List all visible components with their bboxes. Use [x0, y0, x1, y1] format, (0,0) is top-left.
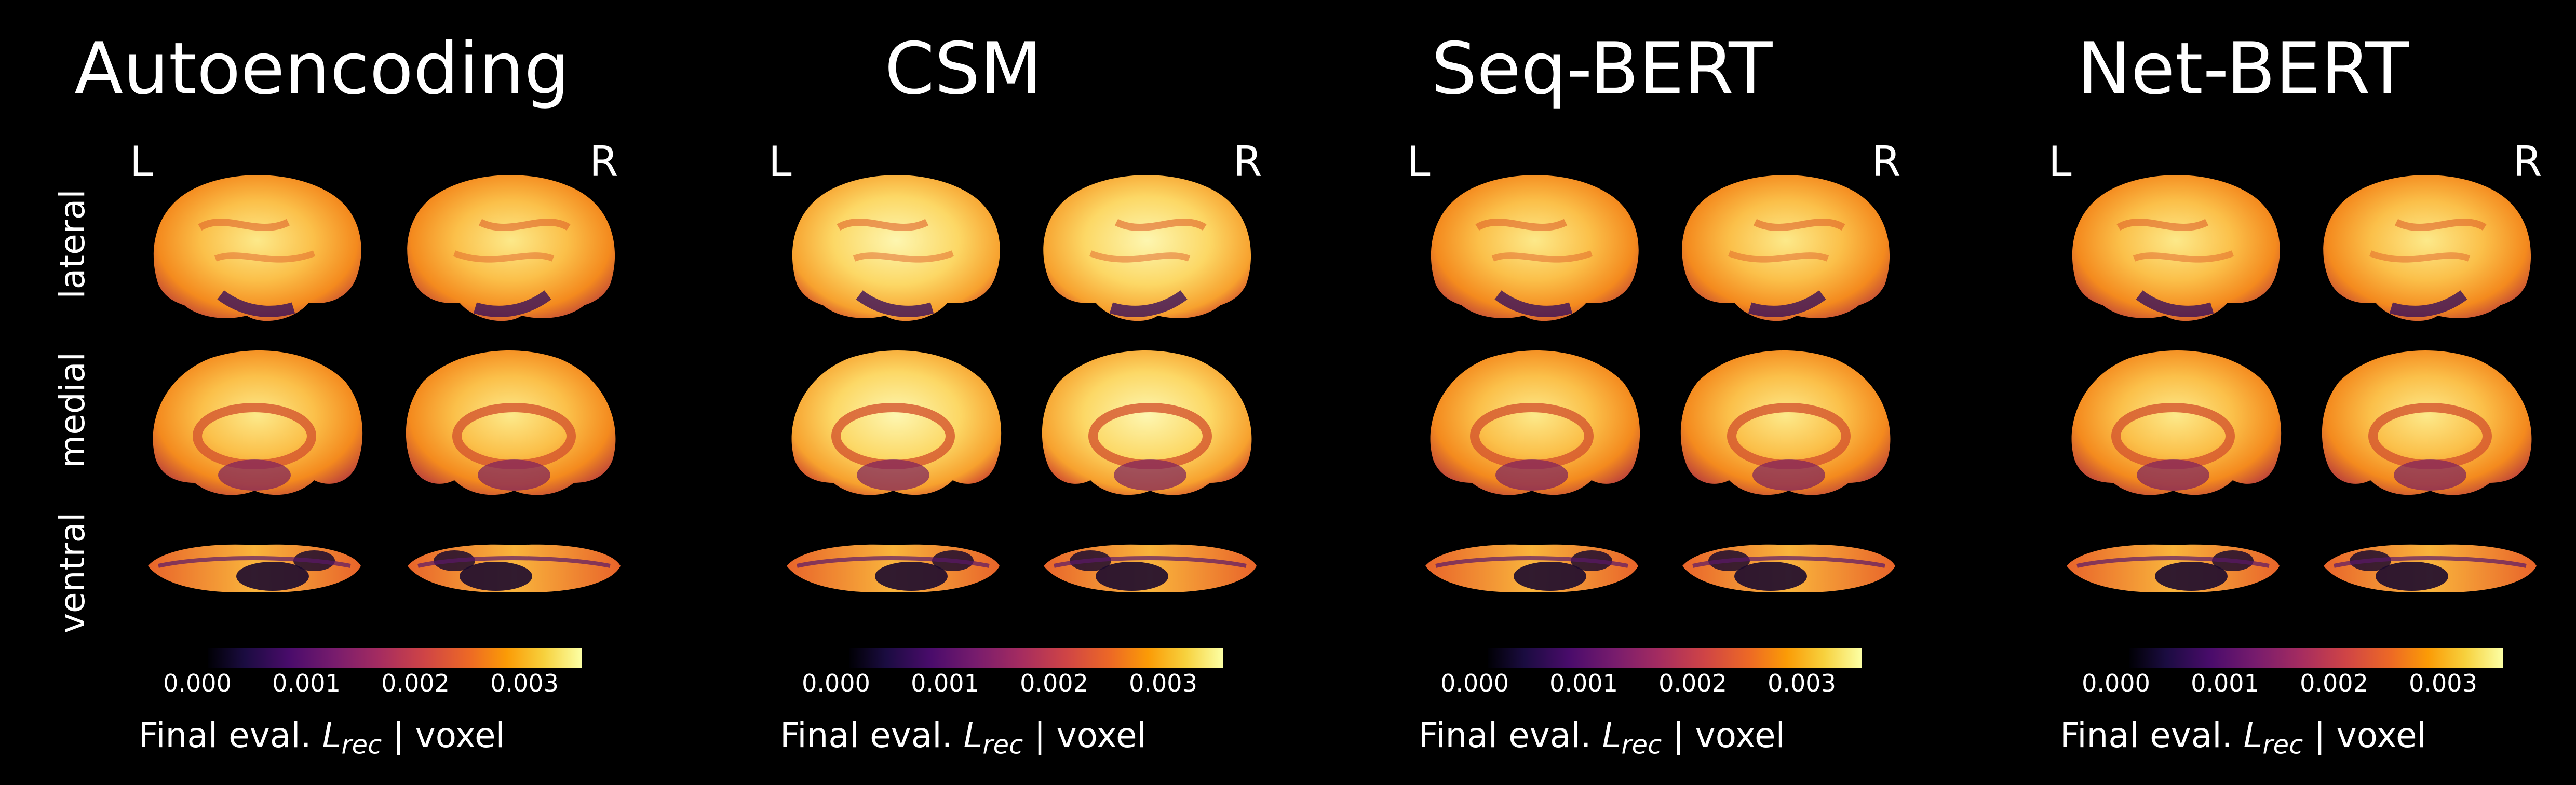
left-lateral-brain — [792, 175, 1000, 321]
right-ventral-brain — [1682, 544, 1895, 592]
left-medial-brain — [153, 350, 363, 495]
colorbar-tick-label: 0.000 — [163, 669, 232, 697]
colorbar-label: Final eval. Lrec | voxel — [780, 715, 1147, 760]
view-label-ventral: ventral — [52, 512, 92, 633]
right-hemisphere-label: R — [1233, 138, 1262, 186]
right-lateral-brain — [2323, 175, 2531, 321]
left-medial-brain — [2071, 350, 2282, 495]
colorbar — [849, 648, 1223, 668]
left-ventral-brain — [787, 544, 1000, 592]
colorbar-tick-label: 0.000 — [802, 669, 870, 697]
colorbar-tick-label: 0.001 — [911, 669, 979, 697]
panel-title: CSM — [884, 27, 1042, 111]
colorbar — [2129, 648, 2503, 668]
colorbar-tick-label: 0.000 — [2082, 669, 2150, 697]
colorbar-label: Final eval. Lrec | voxel — [1419, 715, 1785, 760]
panel-csm: CSM L R 0.000 0.001 0.002 0.003 Final eval. L… — [641, 0, 1285, 785]
left-lateral-brain — [1431, 175, 1639, 321]
colorbar — [208, 648, 582, 668]
colorbar-tick-label: 0.003 — [490, 669, 559, 697]
colorbar-tick-label: 0.003 — [1129, 669, 1197, 697]
left-lateral-brain — [153, 175, 361, 321]
colorbar-label: Final eval. Lrec | voxel — [2060, 715, 2426, 760]
colorbar-tick-label: 0.001 — [1549, 669, 1618, 697]
loss-symbol: Lrec — [1602, 715, 1662, 760]
panel-title: Seq-BERT — [1431, 27, 1773, 111]
right-medial-brain — [1680, 350, 1891, 495]
colorbar-tick-label: 0.000 — [1440, 669, 1509, 697]
left-medial-brain — [791, 350, 1002, 495]
left-ventral-brain — [1425, 544, 1638, 592]
colorbar-tick-label: 0.002 — [1020, 669, 1088, 697]
left-hemisphere-label: L — [1407, 138, 1431, 186]
right-lateral-brain — [1682, 175, 1890, 321]
right-ventral-brain — [2324, 544, 2537, 592]
right-medial-brain — [2322, 350, 2532, 495]
colorbar-tick-label: 0.002 — [1658, 669, 1727, 697]
right-medial-brain — [406, 350, 616, 495]
colorbar — [1488, 648, 1862, 668]
view-label-lateral: lateral — [52, 189, 92, 299]
right-ventral-brain — [1044, 544, 1257, 592]
loss-symbol: Lrec — [963, 715, 1023, 760]
colorbar-tick-label: 0.002 — [381, 669, 450, 697]
right-hemisphere-label: R — [1872, 138, 1901, 186]
left-hemisphere-label: L — [768, 138, 792, 186]
left-ventral-brain — [2067, 544, 2280, 592]
colorbar-tick-label: 0.001 — [272, 669, 341, 697]
right-lateral-brain — [407, 175, 615, 321]
right-hemisphere-label: R — [2513, 138, 2542, 186]
left-lateral-brain — [2072, 175, 2280, 321]
colorbar-tick-label: 0.001 — [2191, 669, 2259, 697]
colorbar-label: Final eval. Lrec | voxel — [139, 715, 505, 760]
panel-title: Net-BERT — [2077, 27, 2409, 111]
panel-seq-bert: Seq-BERT L R 0.000 0.001 0.002 0.003 Final ev… — [1280, 0, 1924, 785]
left-hemisphere-label: L — [130, 138, 153, 186]
panel-title: Autoencoding — [74, 27, 570, 111]
view-label-medial: medial — [52, 352, 92, 468]
right-ventral-brain — [408, 544, 621, 592]
colorbar-tick-label: 0.003 — [2409, 669, 2477, 697]
colorbar-tick-label: 0.003 — [1768, 669, 1836, 697]
right-medial-brain — [1042, 350, 1252, 495]
panel-net-bert: Net-BERT L R 0.000 0.001 0.002 0.003 Final ev… — [1921, 0, 2565, 785]
left-hemisphere-label: L — [2048, 138, 2072, 186]
right-hemisphere-label: R — [589, 138, 618, 186]
loss-symbol: Lrec — [2243, 715, 2303, 760]
left-medial-brain — [1430, 350, 1640, 495]
loss-symbol: Lrec — [322, 715, 382, 760]
colorbar-tick-label: 0.002 — [2300, 669, 2368, 697]
right-lateral-brain — [1043, 175, 1251, 321]
left-ventral-brain — [148, 544, 361, 592]
